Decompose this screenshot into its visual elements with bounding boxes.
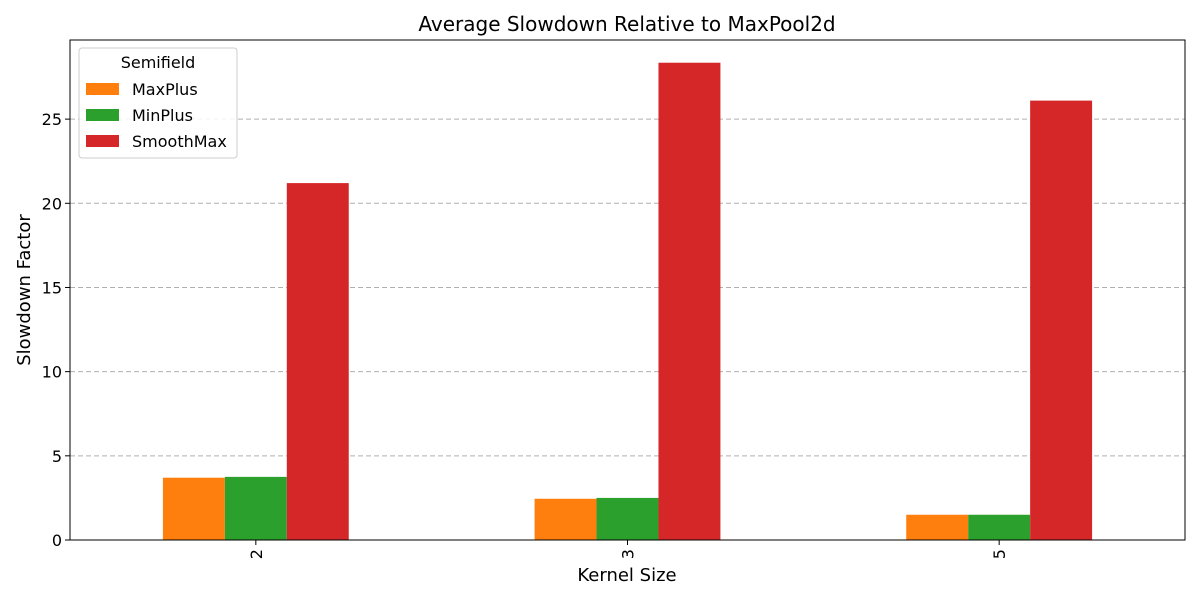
bar-maxplus-3 [534, 498, 597, 540]
legend-swatch-minplus [86, 109, 119, 121]
chart-title: Average Slowdown Relative to MaxPool2d [418, 12, 835, 36]
bars [162, 62, 1093, 541]
y-tick-label: 15 [42, 278, 62, 297]
bar-smoothmax-3 [658, 62, 721, 541]
y-axis-label: Slowdown Factor [14, 214, 35, 366]
y-tick-label: 20 [42, 194, 62, 213]
legend-label-maxplus: MaxPlus [132, 80, 198, 99]
legend-swatch-smoothmax [86, 135, 119, 147]
y-tick-label: 25 [42, 110, 62, 129]
x-tick-label: 2 [247, 549, 266, 559]
bar-maxplus-5 [906, 514, 969, 540]
grid-lines [70, 118, 1185, 457]
x-tick-label: 5 [990, 549, 1009, 559]
legend-label-minplus: MinPlus [132, 106, 193, 125]
legend-label-smoothmax: SmoothMax [132, 132, 227, 151]
bar-minplus-3 [596, 497, 659, 540]
bar-smoothmax-5 [1030, 100, 1093, 540]
y-axis-ticks: 0 5 10 15 20 25 [42, 110, 70, 550]
legend-box [78, 47, 238, 159]
y-tick-label: 10 [42, 363, 62, 382]
x-axis-label: Kernel Size [577, 565, 676, 586]
bar-maxplus-2 [162, 477, 225, 540]
legend-swatch-maxplus [86, 83, 119, 95]
bar-smoothmax-2 [286, 183, 349, 540]
bar-minplus-2 [224, 476, 287, 540]
x-axis-ticks: 2 3 5 [247, 540, 1009, 559]
y-tick-label: 0 [52, 531, 62, 550]
legend: Semifield MaxPlus MinPlus SmoothMax [78, 47, 238, 159]
legend-title: Semifield [121, 53, 196, 72]
x-tick-label: 3 [619, 549, 638, 559]
y-tick-label: 5 [52, 447, 62, 466]
bar-minplus-5 [968, 514, 1031, 540]
